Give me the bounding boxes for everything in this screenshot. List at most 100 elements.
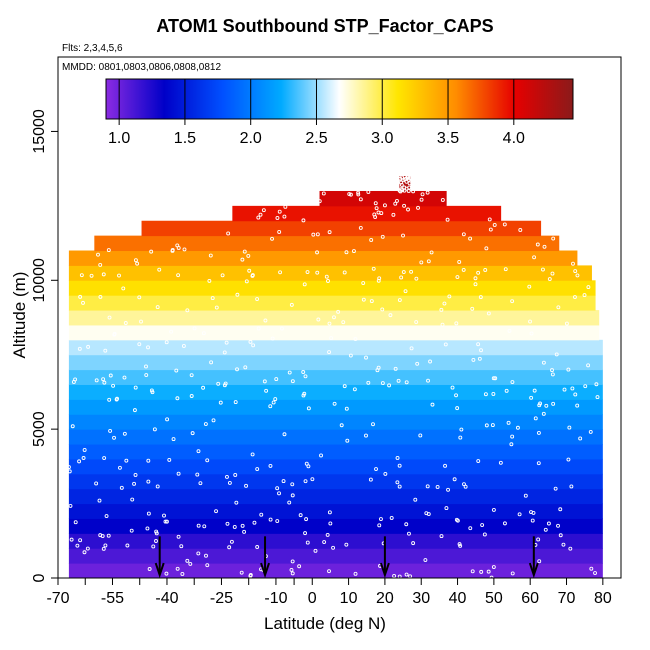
sample-marker (144, 364, 148, 369)
sample-marker (523, 493, 528, 498)
sample-marker (586, 285, 591, 290)
colorbar-tick-label: 4.0 (503, 130, 525, 147)
sample-marker (388, 313, 393, 318)
sample-marker (353, 337, 358, 341)
sample-marker (332, 401, 337, 406)
sample-marker (550, 368, 554, 373)
flight-arrow-head (260, 562, 270, 579)
sample-marker (517, 512, 522, 517)
sample-marker (570, 386, 575, 391)
sample-marker (188, 561, 193, 566)
sample-marker (413, 497, 418, 502)
sample-marker (476, 459, 481, 463)
sample-marker (502, 222, 507, 227)
sample-marker (440, 198, 445, 202)
sample-marker (175, 396, 180, 401)
sample-marker (82, 448, 87, 452)
sample-marker (214, 305, 219, 310)
sample-marker (444, 506, 449, 511)
sample-marker (154, 529, 159, 534)
sample-marker (397, 176, 402, 181)
sample-marker (196, 523, 201, 528)
sample-marker (104, 514, 109, 519)
sample-marker (532, 255, 537, 260)
sample-marker (546, 521, 551, 526)
sample-marker (149, 249, 154, 254)
sample-marker (468, 526, 473, 531)
sample-marker (103, 348, 108, 353)
sample-marker (244, 483, 249, 488)
y-tick-label: 10000 (31, 258, 48, 303)
sample-marker (101, 377, 106, 382)
sample-marker (347, 192, 352, 196)
sample-marker (290, 493, 295, 498)
sample-marker (275, 519, 280, 523)
sample-marker (375, 368, 380, 373)
sample-marker (420, 192, 425, 197)
sample-marker (175, 566, 180, 571)
sample-marker (503, 267, 508, 272)
sample-marker (319, 453, 323, 458)
sample-marker (430, 402, 435, 407)
sample-marker (567, 425, 572, 430)
sample-marker (270, 236, 275, 241)
sample-marker (185, 308, 190, 313)
heat-layer (68, 414, 603, 430)
x-tick-label: 50 (485, 590, 503, 607)
x-tick-label: 0 (308, 590, 317, 607)
sample-marker (358, 225, 363, 230)
sample-marker (205, 458, 210, 463)
sample-marker (419, 260, 424, 265)
sample-marker (391, 212, 396, 217)
sample-marker (71, 380, 76, 384)
sample-marker (498, 460, 503, 465)
sample-marker (439, 534, 444, 539)
heat-layer (68, 324, 600, 341)
sample-marker (541, 360, 546, 365)
sample-marker (578, 436, 583, 441)
sample-marker (447, 294, 452, 299)
sample-marker (564, 321, 569, 326)
sample-marker (176, 246, 181, 250)
sample-marker (68, 503, 73, 508)
sample-marker (393, 366, 398, 371)
sample-marker (195, 472, 200, 477)
sample-marker (94, 481, 99, 486)
sample-marker (566, 367, 571, 372)
sample-marker (268, 463, 273, 468)
sample-marker (491, 392, 496, 396)
sample-marker (463, 484, 468, 489)
sample-marker (278, 270, 283, 275)
sample-marker (133, 473, 138, 477)
x-tick-label: 20 (376, 590, 394, 607)
sample-marker (374, 206, 379, 211)
sample-marker (122, 375, 127, 380)
sample-marker (322, 540, 327, 545)
sample-marker (414, 276, 419, 281)
sample-marker (94, 378, 99, 383)
sample-marker (458, 435, 463, 440)
sample-marker (510, 299, 515, 304)
sample-marker (77, 459, 82, 464)
sample-marker (383, 471, 388, 476)
sample-marker (174, 368, 179, 373)
sample-marker (401, 233, 405, 238)
sample-marker (277, 209, 282, 214)
heat-layer (232, 205, 502, 222)
sample-marker (108, 373, 113, 378)
x-tick-label: 10 (340, 590, 358, 607)
sample-marker (146, 479, 151, 484)
sample-marker (529, 331, 534, 336)
sample-marker (588, 429, 593, 434)
sample-marker (536, 461, 541, 466)
sample-marker (232, 524, 237, 529)
sample-marker (67, 469, 72, 474)
x-axis: -70 -55 -40 -25 -10 0 10 20 30 40 50 60 70 80 (46, 578, 612, 607)
sample-marker (409, 346, 414, 351)
sample-marker (403, 177, 407, 182)
sample-marker (283, 204, 288, 209)
sample-marker (227, 480, 232, 485)
sample-marker (528, 319, 532, 324)
plot-frame (57, 56, 622, 579)
sample-marker (243, 365, 248, 370)
